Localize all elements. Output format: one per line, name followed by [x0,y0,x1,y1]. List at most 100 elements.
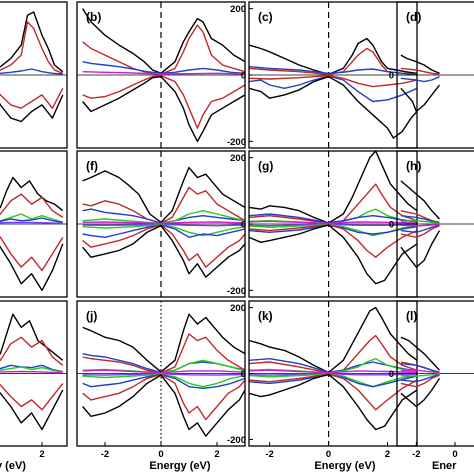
y-tick-label: 0 [389,71,394,82]
series-line-blue [0,217,63,223]
panel-h: 0 (h) [389,150,474,298]
panel-g-plot-area [249,151,417,297]
series-line-black [400,378,441,408]
y-tick-label: 200 [230,303,246,314]
series-line-red [249,75,417,88]
series-line-red [82,186,245,224]
panel-l: -2 0 0 (l) [389,300,474,460]
series-line-black [0,94,64,123]
x-tick-label: 2 [385,449,390,460]
y-tick-label: -200 [227,286,246,297]
panel-frame [0,300,68,447]
panel-c-plot-area [249,2,417,148]
panel-label: (c) [258,10,273,24]
x-tick-label: 0 [158,449,163,460]
series-line-purple [0,221,63,224]
panel-label: (g) [258,159,273,173]
series-line-red [0,236,64,272]
series-line-red [400,225,440,238]
series-line-blue [0,68,63,75]
panel-frame [0,1,68,149]
series-line-red [82,333,245,374]
x-tick-label: 0 [326,449,331,460]
x-tick-label: 2 [39,449,44,460]
series-line-red [249,183,417,224]
series-line-blue [400,373,440,383]
series-line-red [82,224,245,268]
series-line-magenta [82,221,245,224]
series-line-black [82,313,245,373]
series-line-black [400,54,440,74]
panel-j: -2 0 2 (j) [76,300,246,460]
series-line-red [400,374,440,388]
panel-label: (h) [406,159,421,173]
panel-label: (b) [86,10,101,24]
panel-cropped-0-0-plot-area [0,11,67,123]
panel-frame [396,300,474,447]
series-line-red [82,75,245,129]
panel-l-plot-area [397,336,474,408]
series-line-red [400,67,440,75]
series-line-green [400,220,440,224]
panel-frame [396,1,474,149]
y-tick-label: 0 [389,369,394,380]
series-line-magenta [249,369,417,374]
x-axis-label-col3: Energy (eV) [314,460,375,472]
series-line-red [0,193,64,218]
y-tick-label: 0 [389,220,394,231]
series-line-black [0,389,64,431]
series-line-black [249,373,417,431]
series-line-blue [249,224,417,235]
series-line-magenta [82,369,245,374]
series-line-red [0,382,64,411]
series-line-blue [249,374,417,388]
panel-cropped-2-0: 2 [0,300,68,460]
series-line-magenta [249,220,417,224]
panel-h-plot-area [397,180,474,268]
panel-frame [0,150,68,298]
x-axis-labels: y (eV) Energy (eV) Energy (eV) Ener [0,460,457,472]
series-line-red [249,224,417,258]
series-line-magenta [82,71,245,75]
series-line-magenta [0,370,63,374]
series-line-green [82,224,245,237]
series-line-green [249,373,417,388]
x-tick-label: 0 [452,449,457,460]
series-line-black [82,225,245,278]
series-line-black [249,76,417,139]
series-line-black [82,166,245,223]
series-line-green [0,213,64,223]
series-line-red [249,373,417,411]
panel-f-plot-area [77,151,245,297]
series-line-black [82,8,245,74]
panel-k-plot-area [249,301,417,446]
panel-b: (b) [76,1,246,149]
series-line-blue [249,66,417,75]
panel-cropped-1-0-plot-area [0,176,67,292]
panel-cropped-2-0-plot-area [0,313,67,431]
series-line-black [0,313,64,361]
panel-d-plot-area [397,54,474,113]
x-tick-label: -2 [265,449,273,460]
panel-c: 200 0 -200 (c) [227,1,418,149]
series-line-black [249,306,417,374]
x-axis-label-right-fragment: Ener [432,460,457,472]
panel-label: (j) [86,309,97,323]
series-line-black [400,336,441,371]
series-line-blue [400,362,440,374]
series-line-black [0,243,64,292]
y-tick-label: 0 [241,71,246,82]
series-line-red [0,336,64,366]
series-line-red [249,334,417,374]
x-axis-label-left-fragment: y (eV) [0,460,26,472]
series-line-black [0,176,64,212]
series-line-black [82,76,245,143]
y-tick-label: 200 [230,4,246,15]
panel-label: (f) [86,159,98,173]
x-axis-label-col2: Energy (eV) [149,460,210,472]
series-line-blue [249,213,417,224]
series-line-black [249,151,417,224]
panel-frame [76,1,246,149]
series-line-green [82,373,245,388]
